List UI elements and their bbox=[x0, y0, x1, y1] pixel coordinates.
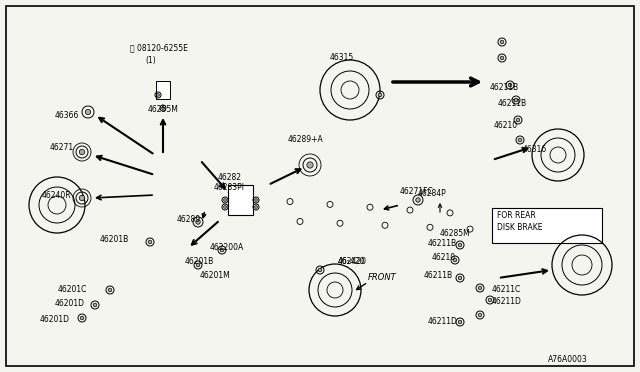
Text: 46211B: 46211B bbox=[428, 240, 457, 248]
Text: 46211C: 46211C bbox=[492, 285, 521, 295]
Text: 46201B: 46201B bbox=[100, 235, 129, 244]
Circle shape bbox=[500, 56, 504, 60]
Circle shape bbox=[79, 149, 84, 155]
Text: Ⓑ 08120-6255E: Ⓑ 08120-6255E bbox=[130, 44, 188, 52]
Circle shape bbox=[255, 199, 257, 201]
Bar bbox=[228, 185, 253, 215]
Text: FOR REAR: FOR REAR bbox=[497, 212, 536, 221]
Text: 462420: 462420 bbox=[338, 257, 367, 266]
Circle shape bbox=[162, 107, 164, 109]
Circle shape bbox=[458, 320, 462, 324]
Text: 46211D: 46211D bbox=[428, 317, 458, 327]
Text: 46315: 46315 bbox=[330, 52, 355, 61]
Text: 46211B: 46211B bbox=[490, 83, 519, 93]
Text: 46201M: 46201M bbox=[200, 270, 231, 279]
Circle shape bbox=[514, 98, 518, 102]
Text: 46271: 46271 bbox=[50, 144, 74, 153]
Circle shape bbox=[500, 40, 504, 44]
Text: 46201B: 46201B bbox=[185, 257, 214, 266]
Text: 46201D: 46201D bbox=[40, 315, 70, 324]
Circle shape bbox=[416, 198, 420, 202]
Circle shape bbox=[488, 298, 492, 302]
Text: 46211D: 46211D bbox=[492, 298, 522, 307]
Bar bbox=[156, 81, 170, 99]
Text: 46285M: 46285M bbox=[440, 228, 471, 237]
Circle shape bbox=[518, 138, 522, 142]
Text: 46284P: 46284P bbox=[418, 189, 447, 198]
Circle shape bbox=[255, 206, 257, 208]
Circle shape bbox=[307, 162, 313, 168]
Circle shape bbox=[478, 313, 482, 317]
Circle shape bbox=[478, 286, 482, 290]
Circle shape bbox=[223, 199, 227, 201]
Text: 46201D: 46201D bbox=[55, 299, 85, 308]
Text: A76A0003: A76A0003 bbox=[548, 356, 588, 365]
Circle shape bbox=[223, 206, 227, 208]
Circle shape bbox=[196, 263, 200, 267]
Text: 46289: 46289 bbox=[177, 215, 201, 224]
Circle shape bbox=[148, 240, 152, 244]
Circle shape bbox=[108, 288, 112, 292]
Circle shape bbox=[85, 109, 91, 115]
Text: 46283PI: 46283PI bbox=[214, 183, 245, 192]
Text: 46211B: 46211B bbox=[498, 99, 527, 108]
Circle shape bbox=[318, 268, 322, 272]
Circle shape bbox=[453, 258, 457, 262]
Text: 46201C: 46201C bbox=[58, 285, 88, 294]
Circle shape bbox=[80, 316, 84, 320]
Text: 46289+A: 46289+A bbox=[288, 135, 324, 144]
Text: FRONT: FRONT bbox=[368, 273, 397, 282]
Text: 46₂420: 46₂420 bbox=[338, 257, 365, 266]
Text: 46211B: 46211B bbox=[424, 270, 453, 279]
Text: (1): (1) bbox=[145, 55, 156, 64]
Text: 46271FC: 46271FC bbox=[400, 187, 434, 196]
Circle shape bbox=[196, 220, 200, 224]
Text: 46210: 46210 bbox=[494, 121, 518, 129]
Text: 46240R: 46240R bbox=[42, 192, 72, 201]
Circle shape bbox=[157, 94, 159, 96]
Circle shape bbox=[220, 248, 224, 252]
Text: 46366: 46366 bbox=[55, 110, 79, 119]
Circle shape bbox=[378, 93, 382, 97]
Text: 46210: 46210 bbox=[432, 253, 456, 263]
Circle shape bbox=[508, 83, 512, 87]
Circle shape bbox=[458, 276, 462, 280]
Text: DISK BRAKE: DISK BRAKE bbox=[497, 224, 543, 232]
Text: 46282: 46282 bbox=[218, 173, 242, 182]
Text: 46255M: 46255M bbox=[148, 106, 179, 115]
Circle shape bbox=[79, 195, 84, 201]
Text: 462200A: 462200A bbox=[210, 243, 244, 251]
Text: 46316: 46316 bbox=[523, 145, 547, 154]
Circle shape bbox=[516, 118, 520, 122]
Circle shape bbox=[458, 243, 462, 247]
Bar bbox=[492, 208, 602, 243]
Circle shape bbox=[93, 303, 97, 307]
